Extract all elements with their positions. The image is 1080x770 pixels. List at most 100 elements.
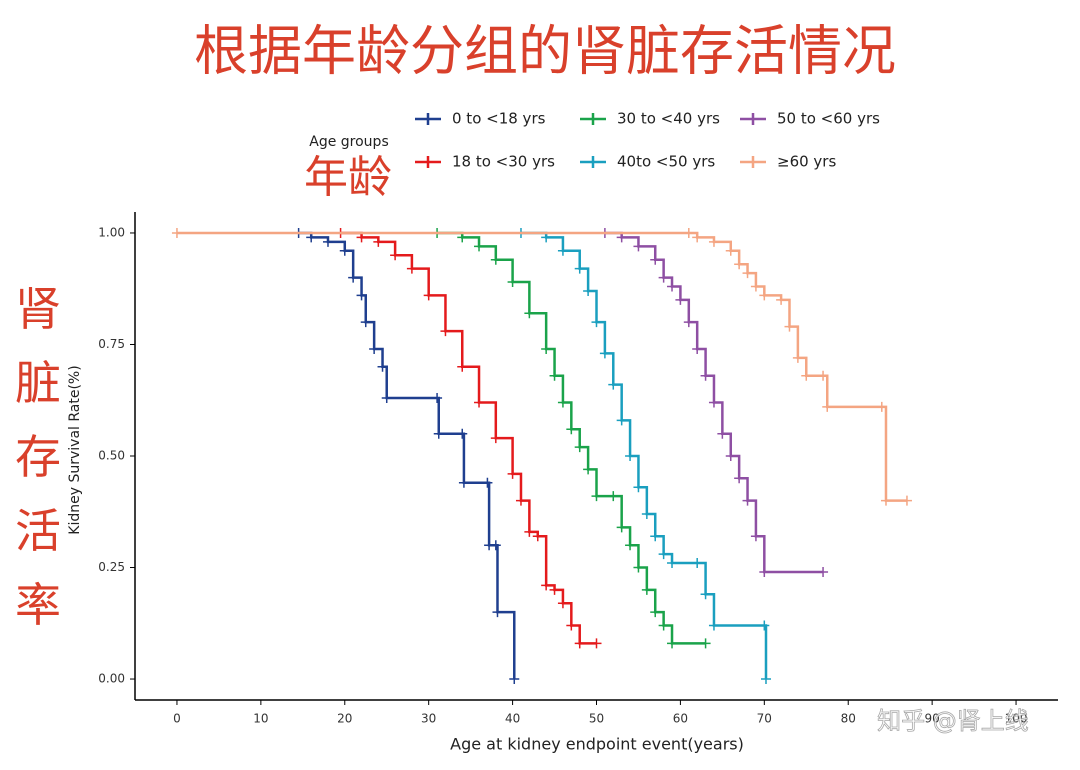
censor-mark <box>541 580 552 591</box>
censor-mark <box>708 236 719 247</box>
censor-mark <box>566 424 577 435</box>
censor-mark <box>566 620 577 631</box>
censor-mark <box>725 451 736 461</box>
x-tick-label: 80 <box>841 712 856 726</box>
censor-mark <box>717 428 728 439</box>
legend-label: 40to <50 yrs <box>617 153 715 171</box>
censor-mark <box>373 236 384 247</box>
censor-mark <box>700 370 711 381</box>
censor-mark <box>633 241 644 252</box>
censor-mark <box>574 442 585 453</box>
censor-mark <box>390 250 401 261</box>
censor-mark <box>658 549 669 560</box>
y-tick-label: 1.00 <box>98 225 125 239</box>
censor-mark <box>557 245 568 256</box>
vertical-annotation-text: 肾脏存活率 <box>15 282 61 632</box>
censor-mark <box>348 272 359 283</box>
censor-mark <box>901 495 912 506</box>
censor-mark <box>490 433 501 444</box>
censor-mark <box>458 477 469 488</box>
legend-swatch <box>580 156 606 168</box>
censor-mark <box>507 468 518 479</box>
censor-mark <box>750 281 761 292</box>
censor-mark <box>683 317 694 328</box>
censor-mark <box>658 620 669 631</box>
censor-mark <box>583 464 594 475</box>
legend-swatch <box>740 113 766 125</box>
censor-mark <box>742 268 753 279</box>
censor-mark <box>641 508 652 519</box>
censor-mark <box>574 638 585 649</box>
censor-mark <box>457 361 468 372</box>
censor-mark <box>667 281 678 292</box>
censor-mark <box>509 674 520 685</box>
y-tick-label: 0.75 <box>98 337 125 351</box>
y-tick-label: 0.00 <box>98 672 125 686</box>
censor-mark <box>667 638 678 649</box>
censor-mark <box>583 285 594 296</box>
x-tick-label: 100 <box>1005 712 1028 726</box>
annotation: 年龄 <box>304 152 392 203</box>
censor-mark <box>599 348 610 359</box>
censor-mark <box>658 272 669 283</box>
censor-mark <box>633 482 644 493</box>
censor-mark <box>742 495 753 506</box>
censor-mark <box>880 495 891 506</box>
censor-mark <box>591 638 602 649</box>
censor-mark <box>406 263 417 274</box>
watermark: 知乎 @肾上线 <box>877 707 1029 735</box>
censor-mark <box>616 415 627 426</box>
x-tick-label: 60 <box>673 712 688 726</box>
censor-mark <box>574 263 585 274</box>
censor-mark <box>171 227 182 238</box>
x-tick-label: 30 <box>421 712 436 726</box>
censor-mark <box>339 245 350 256</box>
censor-mark <box>474 397 485 408</box>
censor-mark <box>507 277 518 288</box>
censor-mark <box>433 428 444 439</box>
censor-mark <box>759 620 770 631</box>
censor-mark <box>457 428 468 439</box>
censor-mark <box>633 562 644 573</box>
censor-mark <box>683 227 694 238</box>
y-tick-label: 0.25 <box>98 560 125 574</box>
censor-mark <box>381 393 392 404</box>
legend-label: ≥60 yrs <box>777 153 836 171</box>
vertical-annotation: 肾脏存活率 <box>15 282 61 632</box>
censor-mark <box>734 259 745 270</box>
censor-mark <box>818 370 829 381</box>
censor-mark <box>474 241 485 252</box>
chart-title: 根据年龄分组的肾脏存活情况 <box>194 20 896 83</box>
legend-label: 50 to <60 yrs <box>777 110 880 128</box>
x-tick-label: 70 <box>757 712 772 726</box>
censor-mark <box>549 584 560 595</box>
censor-mark <box>524 526 535 537</box>
legend-label: 0 to <18 yrs <box>452 110 546 128</box>
censor-mark <box>625 540 636 551</box>
censor-mark <box>377 361 388 372</box>
censor-mark <box>667 558 678 569</box>
censor-mark <box>557 397 568 408</box>
censor-mark <box>776 294 787 305</box>
censor-mark <box>734 473 745 484</box>
censor-mark <box>760 674 771 685</box>
censor-mark <box>801 370 812 381</box>
censor-mark <box>490 540 501 551</box>
legend-swatch <box>740 156 766 168</box>
censor-mark <box>692 558 703 569</box>
censor-mark <box>700 638 711 649</box>
x-tick-label: 40 <box>505 712 520 726</box>
censor-mark <box>650 254 661 265</box>
censor-mark <box>432 393 443 404</box>
x-tick-label: 50 <box>589 712 604 726</box>
x-axis-label: Age at kidney endpoint event(years) <box>450 735 744 754</box>
censor-mark <box>356 290 367 301</box>
x-tick-label: 10 <box>253 712 268 726</box>
censor-mark <box>692 343 703 354</box>
censor-mark <box>650 531 661 542</box>
censor-mark <box>700 589 711 600</box>
legend-swatch <box>415 156 441 168</box>
censor-mark <box>369 343 380 354</box>
